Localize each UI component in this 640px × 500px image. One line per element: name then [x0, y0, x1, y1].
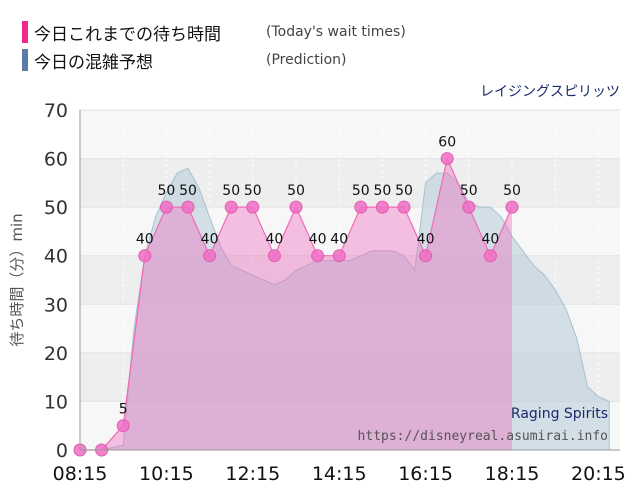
data-label-today: 40 [481, 232, 499, 248]
data-point-today [462, 200, 476, 214]
y-axis-title: 待ち時間（分）min [8, 213, 26, 346]
x-tick-label: 18:15 [485, 463, 540, 485]
data-point-today [505, 200, 519, 214]
y-tick-label: 10 [44, 391, 68, 413]
legend-today-label-en: (Today's wait times) [266, 24, 406, 40]
data-point-today [375, 200, 389, 214]
data-point-today [311, 249, 325, 263]
data-point-today [289, 200, 303, 214]
data-point-today [332, 249, 346, 263]
data-label-today: 50 [503, 183, 521, 199]
data-label-today: 50 [157, 183, 175, 199]
data-point-today [203, 249, 217, 263]
legend-prediction-swatch [22, 49, 28, 71]
data-point-today [354, 200, 368, 214]
y-tick-label: 20 [44, 343, 68, 365]
data-label-today: 50 [460, 183, 478, 199]
watermark-url: https://disneyreal.asumirai.info [358, 429, 608, 444]
legend-prediction-label-en: (Prediction) [266, 52, 347, 68]
y-tick-label: 50 [44, 197, 68, 219]
data-label-today: 40 [201, 232, 219, 248]
data-point-today [419, 249, 433, 263]
data-label-today: 50 [287, 183, 305, 199]
series-today-area [80, 158, 512, 450]
x-tick-label: 20:15 [571, 463, 626, 485]
legend-prediction-label: 今日の混雑予想 [34, 52, 153, 73]
data-label-today: 40 [417, 232, 435, 248]
data-label-today: 50 [222, 183, 240, 199]
data-label-today: 40 [265, 232, 283, 248]
watermark-name: Raging Spirits [511, 406, 608, 422]
x-tick-label: 08:15 [53, 463, 108, 485]
data-point-today [246, 200, 260, 214]
legend-today-label: 今日これまでの待ち時間 [34, 24, 221, 45]
data-point-today [267, 249, 281, 263]
data-point-today [159, 200, 173, 214]
attraction-name: レイジングスピリッツ [480, 84, 620, 100]
data-point-today [440, 152, 454, 166]
series-prediction-area [80, 167, 610, 451]
data-label-today: 50 [352, 183, 370, 199]
x-tick-label: 10:15 [139, 463, 194, 485]
data-point-today [397, 200, 411, 214]
data-label-today: 40 [330, 232, 348, 248]
data-label-today: 40 [309, 232, 327, 248]
legend-today: 今日これまでの待ち時間 (Today's wait times) [22, 20, 406, 45]
y-tick-label: 60 [44, 149, 68, 171]
x-tick-label: 16:15 [398, 463, 453, 485]
data-point-today [116, 419, 130, 433]
legend-today-swatch [22, 21, 28, 43]
data-point-today [138, 249, 152, 263]
data-point-today [483, 249, 497, 263]
y-tick-label: 30 [44, 294, 68, 316]
legend-prediction: 今日の混雑予想 (Prediction) [22, 48, 347, 73]
data-label-today: 50 [179, 183, 197, 199]
data-point-today [181, 200, 195, 214]
x-tick-label: 14:15 [312, 463, 367, 485]
data-label-today: 50 [373, 183, 391, 199]
y-tick-label: 40 [44, 246, 68, 268]
data-label-today: 50 [244, 183, 262, 199]
y-tick-label: 70 [44, 100, 68, 122]
data-point-today [224, 200, 238, 214]
data-label-today: 60 [438, 135, 456, 151]
data-label-today: 5 [119, 402, 128, 418]
data-label-today: 50 [395, 183, 413, 199]
x-tick-label: 12:15 [225, 463, 280, 485]
data-label-today: 40 [136, 232, 154, 248]
y-tick-label: 0 [56, 440, 68, 462]
